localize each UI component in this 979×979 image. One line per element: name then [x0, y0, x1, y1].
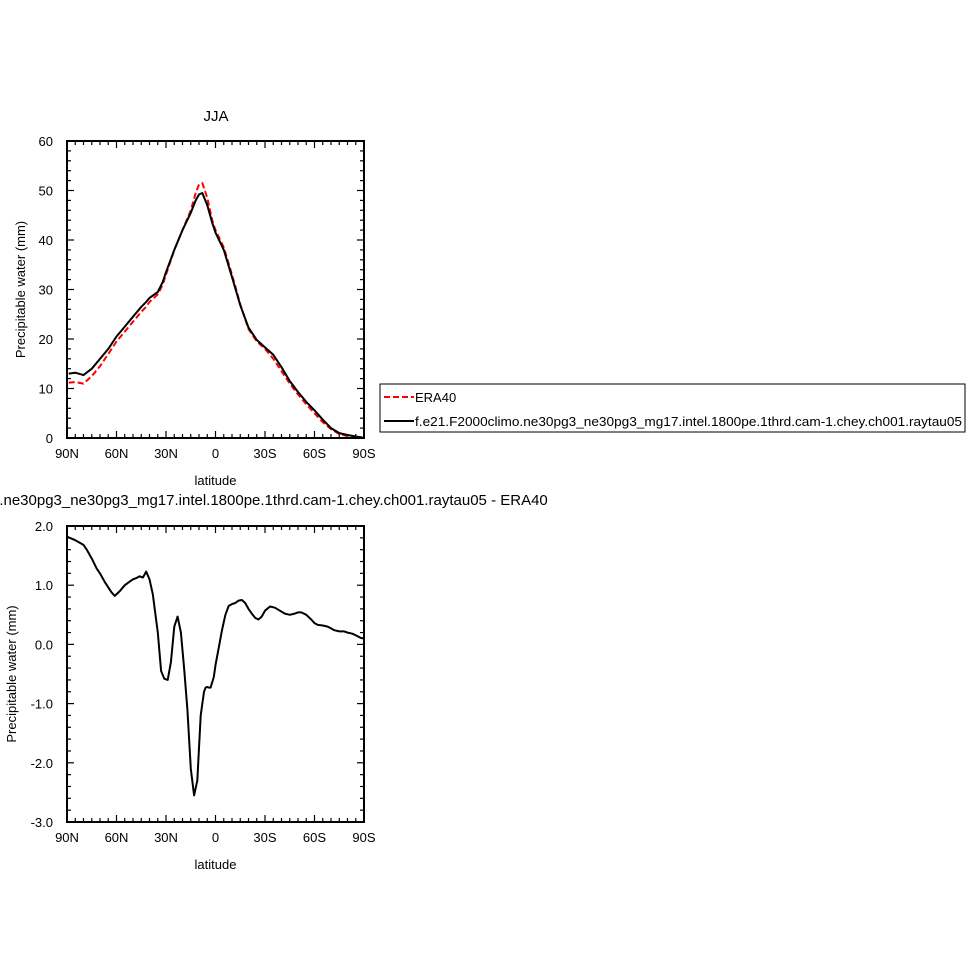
bottom-panel: f.e21.F2000climo.ne30pg3_ne30pg3_mg17.in…	[0, 492, 548, 872]
bottom-x-tick-label: 90N	[55, 830, 79, 845]
top-plot-frame	[66, 140, 365, 439]
top-y-tick-label: 20	[39, 332, 53, 347]
top-x-tick-label: 90S	[352, 446, 375, 461]
bottom-y-tick-label: 0.0	[35, 637, 53, 652]
bottom-series-line-1	[66, 535, 365, 797]
top-panel: JJA 90N 60N 30N 0 30S 60S 90S 0 10 20 30 40 50 60 lat…	[13, 108, 376, 488]
bottom-x-tick-label: 30N	[154, 830, 178, 845]
bottom-x-tick-label: 0	[212, 830, 219, 845]
top-x-tick-label: 60S	[303, 446, 326, 461]
legend: ERA40 f.e21.F2000climo.ne30pg3_ne30pg3_m…	[379, 383, 966, 433]
top-y-tick-label: 30	[39, 283, 53, 298]
top-series-line-1	[68, 182, 363, 439]
top-y-tick-label: 50	[39, 184, 53, 199]
bottom-x-tick-label: 60S	[303, 830, 326, 845]
top-y-tick-label: 40	[39, 233, 53, 248]
bottom-x-tick-label: 60N	[105, 830, 129, 845]
bottom-y-tick-label: 2.0	[35, 519, 53, 534]
bottom-x-axis-label: latitude	[195, 857, 237, 872]
legend-label-era40: ERA40	[415, 390, 456, 405]
bottom-y-tick-label: 1.0	[35, 578, 53, 593]
bottom-chart-title: f.e21.F2000climo.ne30pg3_ne30pg3_mg17.in…	[0, 492, 548, 509]
bottom-x-tick-label: 30S	[253, 830, 276, 845]
top-x-tick-label: 30S	[253, 446, 276, 461]
top-y-tick-label: 10	[39, 382, 53, 397]
top-plot-area: 90N 60N 30N 0 30S 60S 90S 0 10 20 30 40 50 60	[39, 134, 376, 461]
bottom-x-tick-label: 90S	[352, 830, 375, 845]
legend-box	[379, 383, 966, 433]
top-y-tick-label: 0	[46, 431, 53, 446]
top-y-axis-label: Precipitable water (mm)	[13, 221, 28, 358]
bottom-plot-area: 90N 60N 30N 0 30S 60S 90S -3.0 -2.0 -1.0 0.0 1.0 2.0	[31, 519, 376, 845]
top-x-tick-label: 30N	[154, 446, 178, 461]
bottom-y-tick-label: -2.0	[31, 756, 53, 771]
top-x-tick-label: 90N	[55, 446, 79, 461]
top-chart-title: JJA	[203, 108, 228, 125]
bottom-y-axis-label: Precipitable water (mm)	[4, 605, 19, 742]
top-y-tick-label: 60	[39, 134, 53, 149]
top-x-tick-label: 0	[212, 446, 219, 461]
top-series-line-2	[68, 192, 363, 439]
bottom-plot-frame	[66, 525, 365, 823]
bottom-y-tick-label: -1.0	[31, 697, 53, 712]
bottom-y-tick-label: -3.0	[31, 815, 53, 830]
top-x-axis-label: latitude	[195, 473, 237, 488]
top-x-tick-label: 60N	[105, 446, 129, 461]
legend-label-model: f.e21.F2000climo.ne30pg3_ne30pg3_mg17.in…	[415, 414, 962, 429]
